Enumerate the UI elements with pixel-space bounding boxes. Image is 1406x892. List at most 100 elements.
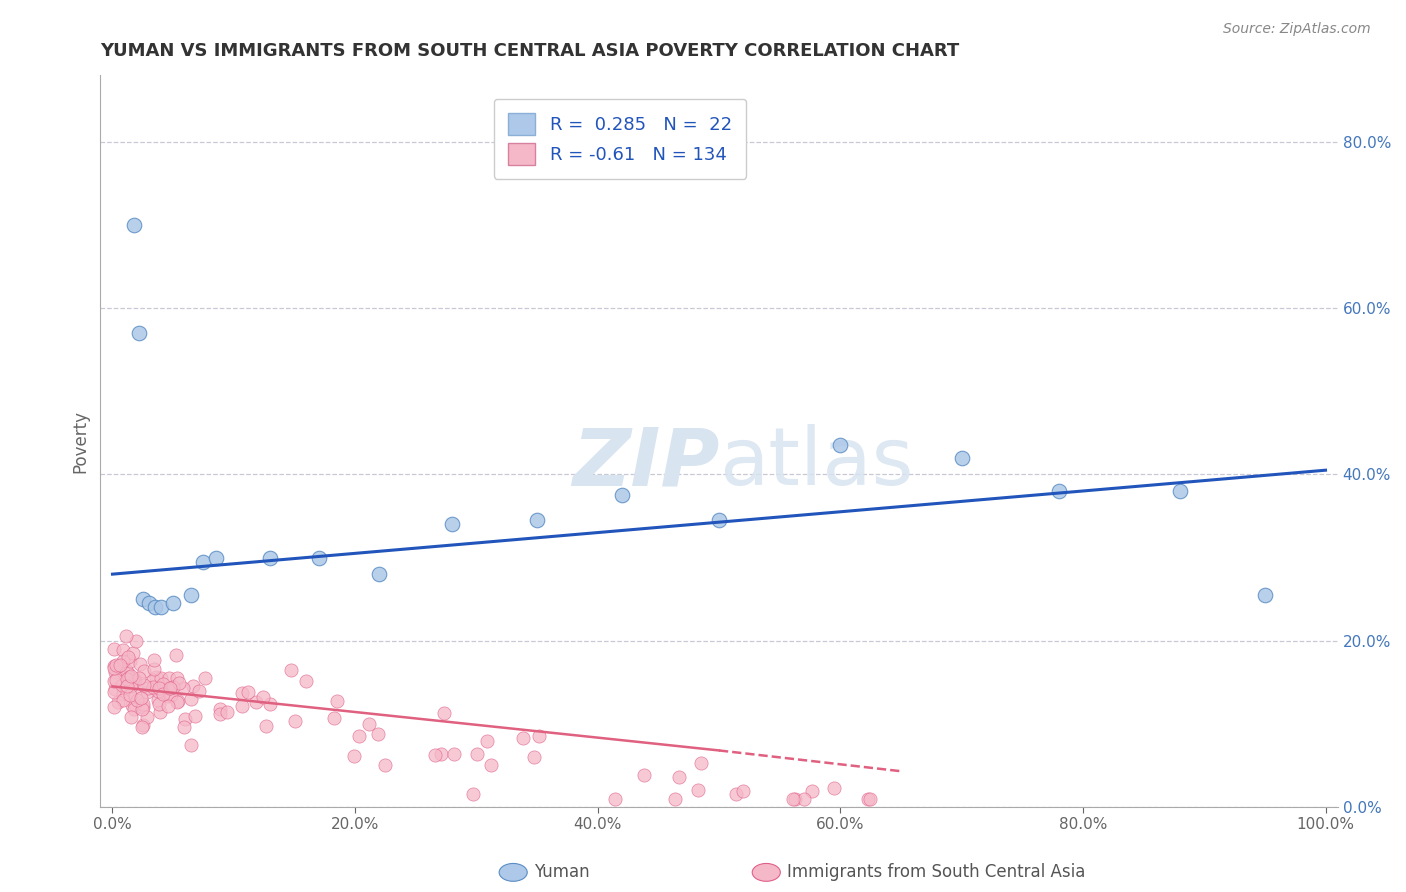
Point xyxy=(731,784,754,798)
Point xyxy=(259,550,281,565)
Point xyxy=(477,734,499,748)
Point xyxy=(132,678,155,692)
Point xyxy=(294,673,316,688)
Point xyxy=(120,710,142,724)
Point xyxy=(423,748,446,763)
Point xyxy=(707,513,730,527)
Point xyxy=(152,687,174,701)
Point xyxy=(104,682,127,697)
Point xyxy=(166,695,188,709)
Point xyxy=(135,709,157,723)
Text: atlas: atlas xyxy=(718,424,914,502)
Point xyxy=(236,684,259,698)
Point xyxy=(124,675,146,690)
Point xyxy=(148,681,170,696)
Point xyxy=(167,694,190,708)
Point xyxy=(118,670,141,684)
Point xyxy=(149,705,172,719)
Point xyxy=(523,750,546,764)
Legend: R =  0.285   N =  22, R = -0.61   N = 134: R = 0.285 N = 22, R = -0.61 N = 134 xyxy=(494,99,747,179)
Point xyxy=(117,672,139,686)
Text: ZIP: ZIP xyxy=(572,424,718,502)
Point xyxy=(686,783,709,797)
Point xyxy=(112,687,135,701)
Point xyxy=(180,738,202,752)
Point xyxy=(181,679,204,693)
Text: Immigrants from South Central Asia: Immigrants from South Central Asia xyxy=(787,863,1085,881)
Point xyxy=(157,699,180,714)
Point xyxy=(136,681,159,695)
Point xyxy=(103,699,125,714)
Point xyxy=(112,692,135,706)
Point xyxy=(166,671,188,685)
Point xyxy=(132,592,155,607)
Point xyxy=(231,698,253,713)
Point xyxy=(107,659,129,673)
Point xyxy=(142,673,165,687)
Point xyxy=(108,658,131,673)
Point xyxy=(633,768,655,782)
Point xyxy=(104,665,127,680)
Point xyxy=(1254,588,1277,602)
Point xyxy=(668,770,690,784)
Point xyxy=(357,717,380,731)
Point xyxy=(172,681,194,696)
Point xyxy=(121,698,143,712)
Point xyxy=(120,654,142,668)
Text: Source: ZipAtlas.com: Source: ZipAtlas.com xyxy=(1223,22,1371,37)
Point xyxy=(146,684,169,698)
Point xyxy=(1168,483,1191,498)
Point xyxy=(347,729,370,743)
Point xyxy=(105,673,128,688)
Text: YUMAN VS IMMIGRANTS FROM SOUTH CENTRAL ASIA POVERTY CORRELATION CHART: YUMAN VS IMMIGRANTS FROM SOUTH CENTRAL A… xyxy=(100,42,960,60)
Point xyxy=(461,787,484,801)
Point xyxy=(326,694,349,708)
Point xyxy=(125,634,148,648)
Point xyxy=(136,685,159,699)
Point xyxy=(132,665,155,679)
Point xyxy=(184,709,207,723)
Point xyxy=(859,791,882,805)
Point xyxy=(368,567,391,582)
Point xyxy=(208,707,231,722)
Point xyxy=(231,686,253,700)
Point xyxy=(512,731,534,746)
Point xyxy=(167,676,190,690)
Point xyxy=(785,791,807,805)
Point xyxy=(664,791,686,805)
Point xyxy=(149,671,172,685)
Point xyxy=(131,720,153,734)
Point xyxy=(157,681,180,695)
Point xyxy=(823,780,845,795)
Point xyxy=(180,588,202,602)
Point xyxy=(138,596,160,610)
Point xyxy=(128,672,150,686)
Point xyxy=(157,689,180,703)
Point xyxy=(159,681,181,695)
Point xyxy=(132,697,155,711)
Point xyxy=(254,719,277,733)
Point xyxy=(162,596,184,610)
Point xyxy=(280,663,302,677)
Point xyxy=(112,654,135,668)
Point xyxy=(111,677,134,691)
Point xyxy=(132,718,155,732)
Point xyxy=(125,692,148,706)
Point xyxy=(433,706,456,720)
Point xyxy=(322,711,344,725)
Point xyxy=(174,712,197,726)
Point xyxy=(118,688,141,702)
Point xyxy=(115,629,138,643)
Point xyxy=(430,747,453,761)
Point xyxy=(117,672,139,686)
Point xyxy=(117,649,139,664)
Point xyxy=(122,674,145,689)
Point xyxy=(128,326,150,340)
Point xyxy=(148,697,170,711)
Point xyxy=(950,450,973,465)
Point xyxy=(465,747,488,762)
Point xyxy=(122,702,145,716)
Point xyxy=(103,658,125,673)
Point xyxy=(103,685,125,699)
Point xyxy=(441,517,464,532)
